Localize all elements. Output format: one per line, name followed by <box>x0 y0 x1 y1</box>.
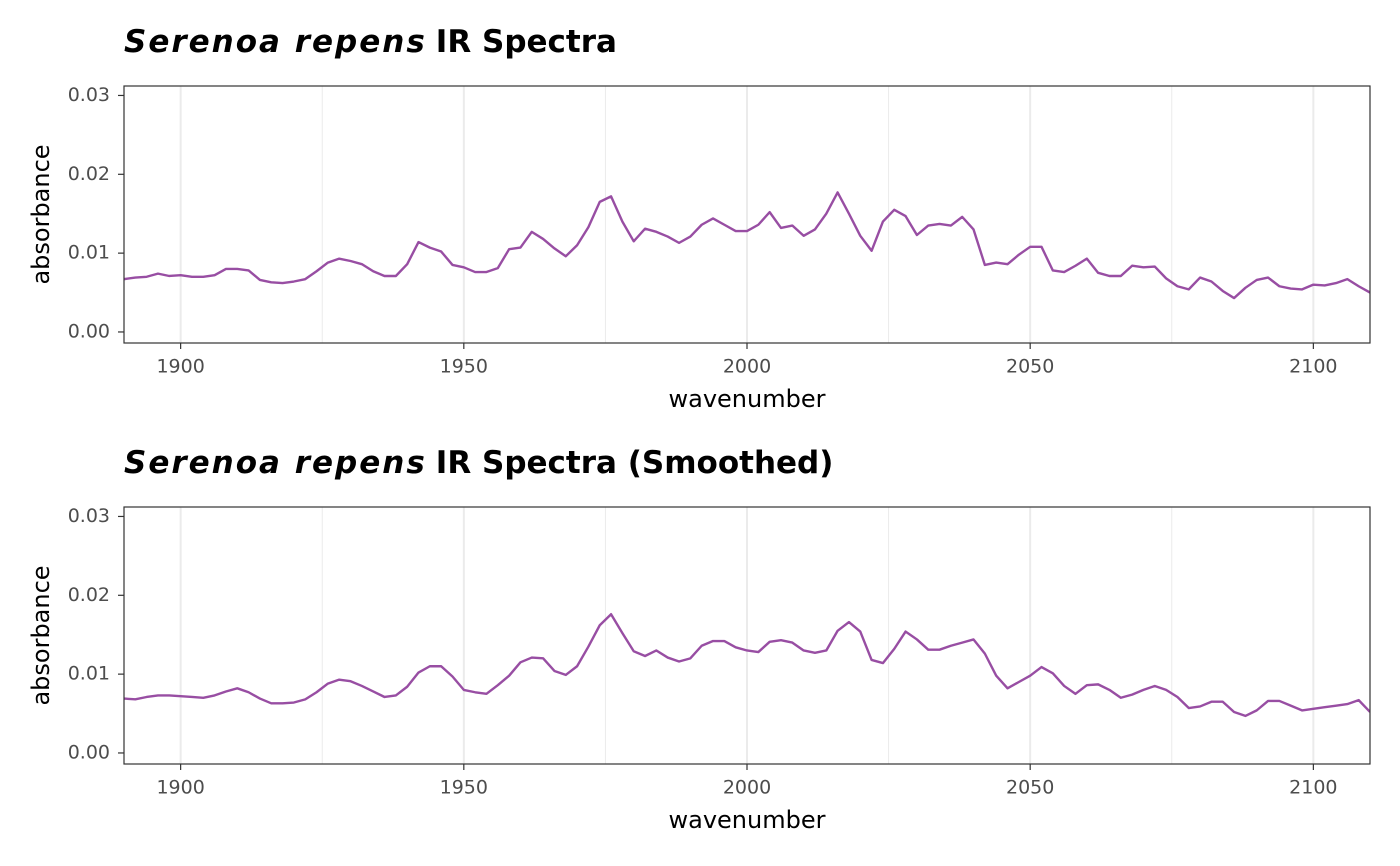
y-tick-label: 0.00 <box>68 320 110 342</box>
x-axis-title: wavenumber <box>669 806 826 834</box>
y-tick-label: 0.00 <box>68 741 110 763</box>
chart-title: Serenoa repens IR Spectra <box>124 24 617 60</box>
y-tick-label: 0.01 <box>68 663 110 685</box>
spectrum-line <box>124 613 1370 718</box>
x-axis-title: wavenumber <box>669 385 826 413</box>
chart-title: Serenoa repens IR Spectra (Smoothed) <box>124 445 833 481</box>
x-tick-label: 2050 <box>1006 777 1054 799</box>
x-tick-label: 2050 <box>1006 356 1054 378</box>
spectrum-line <box>124 191 1370 300</box>
title-species: Serenoa repens <box>124 24 427 60</box>
y-tick-label: 0.02 <box>68 584 110 606</box>
x-tick-label: 2000 <box>723 356 771 378</box>
plot-border <box>123 85 1371 344</box>
x-tick-label: 2100 <box>1289 777 1337 799</box>
title-species: Serenoa repens <box>124 445 427 481</box>
y-tick-label: 0.03 <box>68 505 110 527</box>
x-tick-label: 1900 <box>156 356 204 378</box>
y-tick-label: 0.01 <box>68 242 110 264</box>
x-tick-label: 2100 <box>1289 356 1337 378</box>
plot-border <box>123 506 1371 765</box>
y-axis-title: absorbance <box>27 144 55 284</box>
x-tick-label: 1950 <box>440 356 488 378</box>
x-tick-label: 1950 <box>440 777 488 799</box>
y-axis-title: absorbance <box>27 565 55 705</box>
title-text: IR Spectra (Smoothed) <box>436 445 834 481</box>
y-tick-label: 0.02 <box>68 163 110 185</box>
x-tick-label: 1900 <box>156 777 204 799</box>
y-tick-label: 0.03 <box>68 84 110 106</box>
x-tick-label: 2000 <box>723 777 771 799</box>
title-text: IR Spectra <box>436 24 617 60</box>
